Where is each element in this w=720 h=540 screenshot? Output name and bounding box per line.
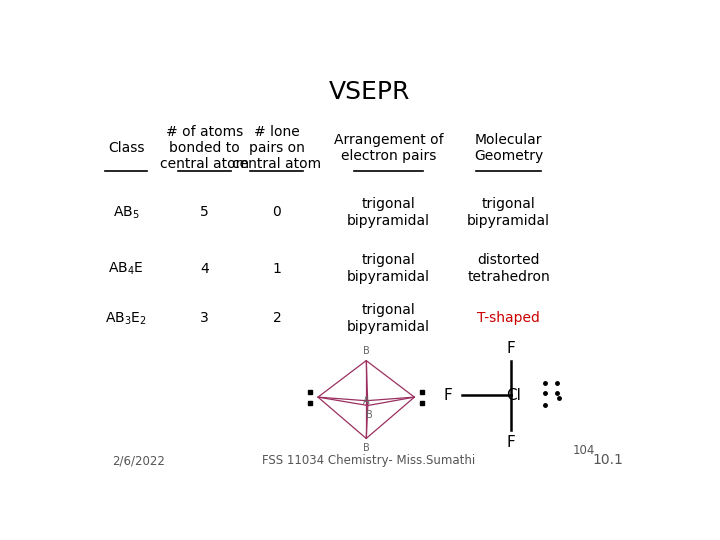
Text: B: B bbox=[363, 443, 369, 453]
Text: Class: Class bbox=[108, 141, 145, 155]
Text: Molecular
Geometry: Molecular Geometry bbox=[474, 133, 543, 163]
Text: Arrangement of
electron pairs: Arrangement of electron pairs bbox=[333, 133, 444, 163]
Text: 3: 3 bbox=[200, 312, 209, 326]
Text: AB$_3$E$_2$: AB$_3$E$_2$ bbox=[105, 310, 147, 327]
Text: F: F bbox=[444, 388, 452, 403]
Text: distorted
tetrahedron: distorted tetrahedron bbox=[467, 253, 550, 284]
Text: 2: 2 bbox=[273, 312, 282, 326]
Text: trigonal
bipyramidal: trigonal bipyramidal bbox=[347, 303, 430, 334]
Text: 5: 5 bbox=[200, 205, 209, 219]
Text: # lone
pairs on
central atom: # lone pairs on central atom bbox=[233, 125, 322, 171]
Text: VSEPR: VSEPR bbox=[328, 80, 410, 104]
Text: trigonal
bipyramidal: trigonal bipyramidal bbox=[347, 197, 430, 227]
Text: F: F bbox=[507, 435, 516, 450]
Text: AB$_4$E: AB$_4$E bbox=[109, 260, 144, 276]
Text: 10.1: 10.1 bbox=[592, 453, 623, 467]
Text: F: F bbox=[507, 341, 516, 356]
Text: # of atoms
bonded to
central atom: # of atoms bonded to central atom bbox=[160, 125, 249, 171]
Text: 104: 104 bbox=[572, 444, 595, 457]
Text: FSS 11034 Chemistry- Miss.Sumathi: FSS 11034 Chemistry- Miss.Sumathi bbox=[262, 454, 476, 467]
Text: B: B bbox=[366, 410, 373, 420]
Text: trigonal
bipyramidal: trigonal bipyramidal bbox=[467, 197, 550, 227]
Text: AB$_5$: AB$_5$ bbox=[113, 204, 140, 221]
Text: trigonal
bipyramidal: trigonal bipyramidal bbox=[347, 253, 430, 284]
Text: 2/6/2022: 2/6/2022 bbox=[112, 454, 165, 467]
Text: B: B bbox=[363, 347, 369, 356]
Text: 1: 1 bbox=[272, 261, 282, 275]
Text: 4: 4 bbox=[200, 261, 209, 275]
Text: T-shaped: T-shaped bbox=[477, 312, 540, 326]
Text: A: A bbox=[363, 396, 369, 406]
Text: 0: 0 bbox=[273, 205, 282, 219]
Text: Cl: Cl bbox=[506, 388, 521, 403]
